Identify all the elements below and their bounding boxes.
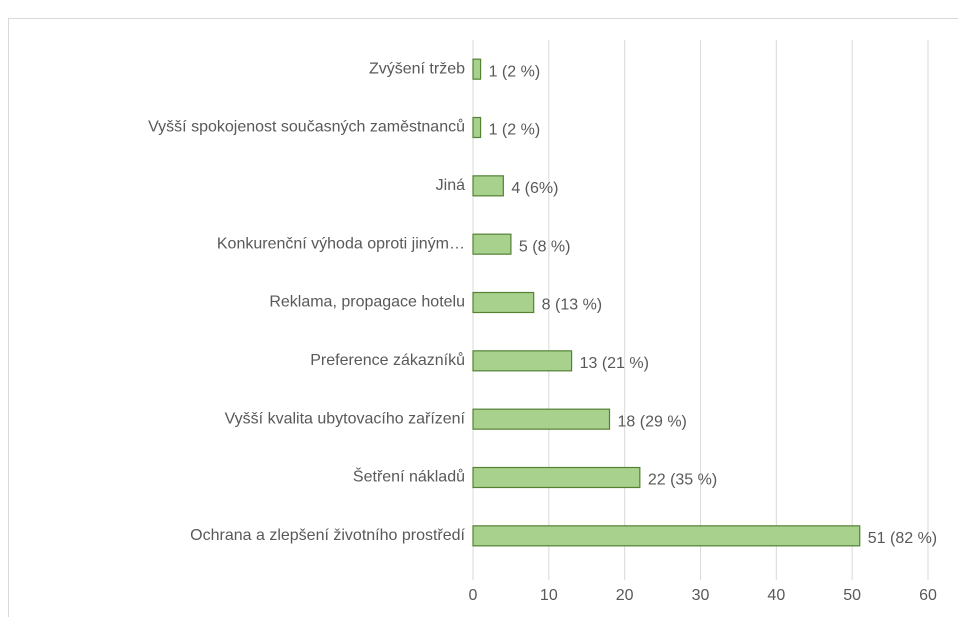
x-tick-label: 30	[692, 587, 710, 604]
y-tick-label: Šetření nákladů	[353, 467, 465, 486]
y-tick-label: Zvýšení tržeb	[369, 60, 465, 77]
bar	[472, 175, 504, 197]
x-tick-label: 0	[469, 587, 478, 604]
y-tick-label: Reklama, propagace hotelu	[269, 294, 465, 311]
value-label: 1 (2 %)	[489, 122, 541, 139]
value-label: 51 (82 %)	[868, 530, 937, 547]
x-tick-label: 40	[767, 587, 785, 604]
x-tick-label: 60	[919, 587, 937, 604]
x-tick-label: 10	[540, 587, 558, 604]
value-label: 18 (29 %)	[618, 413, 687, 430]
value-label: 5 (8 %)	[519, 238, 571, 255]
y-tick-label: Konkurenční výhoda oproti jiným…	[217, 235, 465, 252]
y-tick-label: Ochrana a zlepšení životního prostředí	[190, 527, 465, 544]
y-tick-label: Jiná	[436, 177, 465, 194]
bar	[472, 58, 482, 80]
bar	[472, 466, 641, 489]
value-label: 13 (21 %)	[580, 355, 649, 372]
bar	[472, 291, 535, 314]
value-label: 22 (35 %)	[648, 472, 717, 489]
bar	[472, 350, 573, 372]
y-tick-label: Vyšší kvalita ubytovacího zařízení	[225, 410, 466, 427]
bar	[472, 116, 482, 139]
y-tick-label: Preference zákazníků	[310, 351, 465, 369]
x-tick-label: 20	[616, 587, 634, 604]
value-label: 1 (2 %)	[489, 63, 541, 80]
bar	[472, 408, 611, 430]
y-tick-label: Vyšší spokojenost současných zaměstnanců	[148, 118, 465, 136]
bar	[472, 233, 512, 255]
bar	[472, 525, 861, 547]
value-label: 8 (13 %)	[542, 297, 602, 314]
chart-border	[8, 18, 958, 617]
x-tick-label: 50	[843, 587, 861, 604]
value-label: 4 (6%)	[511, 180, 558, 197]
